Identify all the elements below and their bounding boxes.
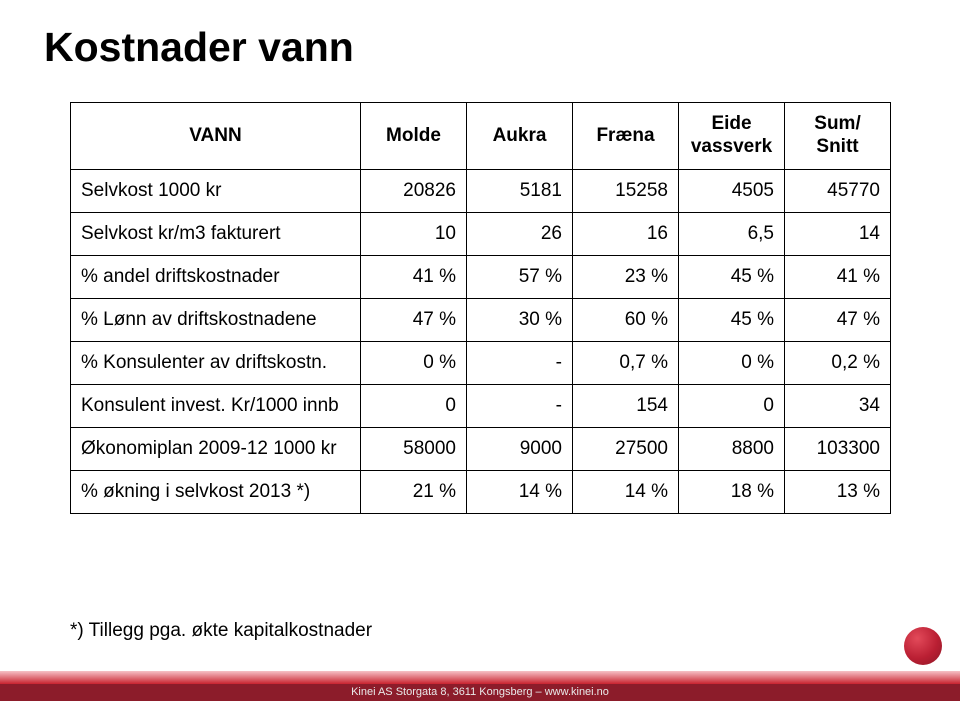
table-row: Økonomiplan 2009-12 1000 kr 58000 9000 2… bbox=[71, 427, 891, 470]
footer-text: Kinei AS Storgata 8, 3611 Kongsberg – ww… bbox=[0, 684, 960, 701]
cost-table: VANN Molde Aukra Fræna Eidevassverk Sum/… bbox=[70, 102, 891, 514]
cell: 103300 bbox=[785, 427, 891, 470]
cell: 47 % bbox=[361, 298, 467, 341]
table-row: % Lønn av driftskostnadene 47 % 30 % 60 … bbox=[71, 298, 891, 341]
cell: 154 bbox=[573, 384, 679, 427]
table-row: % andel driftskostnader 41 % 57 % 23 % 4… bbox=[71, 255, 891, 298]
row-label: Selvkost kr/m3 fakturert bbox=[71, 212, 361, 255]
cell: 0 % bbox=[361, 341, 467, 384]
row-label: % økning i selvkost 2013 *) bbox=[71, 470, 361, 513]
col-header: Aukra bbox=[467, 103, 573, 170]
cell: 0 bbox=[679, 384, 785, 427]
col-header: Eidevassverk bbox=[679, 103, 785, 170]
cell: 60 % bbox=[573, 298, 679, 341]
cell: 27500 bbox=[573, 427, 679, 470]
table-row: % Konsulenter av driftskostn. 0 % - 0,7 … bbox=[71, 341, 891, 384]
slide-page: Kostnader vann VANN Molde Aukra Fræna Ei… bbox=[0, 0, 960, 701]
row-label: Økonomiplan 2009-12 1000 kr bbox=[71, 427, 361, 470]
cell: 14 bbox=[785, 212, 891, 255]
cell: 9000 bbox=[467, 427, 573, 470]
cell: 0,7 % bbox=[573, 341, 679, 384]
col-header: Molde bbox=[361, 103, 467, 170]
cell: 34 bbox=[785, 384, 891, 427]
cell: 41 % bbox=[785, 255, 891, 298]
cell: 47 % bbox=[785, 298, 891, 341]
table-row: Selvkost 1000 kr 20826 5181 15258 4505 4… bbox=[71, 169, 891, 212]
row-label: Selvkost 1000 kr bbox=[71, 169, 361, 212]
row-label: % Konsulenter av driftskostn. bbox=[71, 341, 361, 384]
cell: 4505 bbox=[679, 169, 785, 212]
cell: 13 % bbox=[785, 470, 891, 513]
table-row: Konsulent invest. Kr/1000 innb 0 - 154 0… bbox=[71, 384, 891, 427]
page-title: Kostnader vann bbox=[44, 24, 354, 71]
row-label: % andel driftskostnader bbox=[71, 255, 361, 298]
cell: 0,2 % bbox=[785, 341, 891, 384]
table-row: Selvkost kr/m3 fakturert 10 26 16 6,5 14 bbox=[71, 212, 891, 255]
cell: 30 % bbox=[467, 298, 573, 341]
cell: 41 % bbox=[361, 255, 467, 298]
cell: 0 bbox=[361, 384, 467, 427]
cell: 20826 bbox=[361, 169, 467, 212]
cell: - bbox=[467, 341, 573, 384]
cell: 5181 bbox=[467, 169, 573, 212]
brand-dot-icon bbox=[904, 627, 942, 665]
cell: 23 % bbox=[573, 255, 679, 298]
cell: 26 bbox=[467, 212, 573, 255]
col-header: VANN bbox=[71, 103, 361, 170]
table-container: VANN Molde Aukra Fræna Eidevassverk Sum/… bbox=[70, 102, 890, 514]
cell: 57 % bbox=[467, 255, 573, 298]
col-header: Fræna bbox=[573, 103, 679, 170]
cell: 14 % bbox=[467, 470, 573, 513]
table-row: % økning i selvkost 2013 *) 21 % 14 % 14… bbox=[71, 470, 891, 513]
cell: 8800 bbox=[679, 427, 785, 470]
table-header-row: VANN Molde Aukra Fræna Eidevassverk Sum/… bbox=[71, 103, 891, 170]
cell: 14 % bbox=[573, 470, 679, 513]
cell: 45770 bbox=[785, 169, 891, 212]
cell: 58000 bbox=[361, 427, 467, 470]
cell: 15258 bbox=[573, 169, 679, 212]
footer-bar: Kinei AS Storgata 8, 3611 Kongsberg – ww… bbox=[0, 671, 960, 701]
cell: 6,5 bbox=[679, 212, 785, 255]
cell: 10 bbox=[361, 212, 467, 255]
cell: 45 % bbox=[679, 298, 785, 341]
row-label: % Lønn av driftskostnadene bbox=[71, 298, 361, 341]
cell: 18 % bbox=[679, 470, 785, 513]
row-label: Konsulent invest. Kr/1000 innb bbox=[71, 384, 361, 427]
cell: - bbox=[467, 384, 573, 427]
cell: 21 % bbox=[361, 470, 467, 513]
cell: 16 bbox=[573, 212, 679, 255]
cell: 45 % bbox=[679, 255, 785, 298]
col-header: Sum/Snitt bbox=[785, 103, 891, 170]
footnote: *) Tillegg pga. økte kapitalkostnader bbox=[70, 620, 372, 642]
footer-gradient bbox=[0, 671, 960, 684]
cell: 0 % bbox=[679, 341, 785, 384]
